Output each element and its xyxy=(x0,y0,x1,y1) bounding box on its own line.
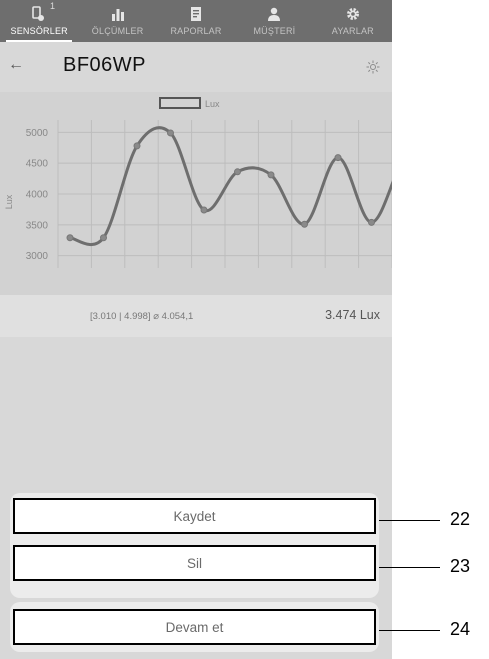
callout-number: 23 xyxy=(450,556,471,576)
page-title: BF06WP xyxy=(63,54,147,76)
callout-line xyxy=(379,567,440,568)
data-point xyxy=(100,234,107,242)
current-value: 3.474 Lux xyxy=(325,308,380,322)
data-point xyxy=(200,206,208,214)
legend-label: Lux xyxy=(205,99,220,109)
app-screen: 1 SENSÖRLER ÖLÇÜMLER RAPORLAR MÜŞTERİ xyxy=(0,0,392,659)
tab-label: AYARLAR xyxy=(331,26,374,36)
y-tick-label: 3000 xyxy=(26,251,49,262)
y-axis-label: Lux xyxy=(4,194,14,209)
continue-panel: Devam et xyxy=(10,602,379,652)
data-point xyxy=(66,234,74,242)
range-average-text: [3.010 | 4.998] ⌀ 4.054,1 xyxy=(90,311,194,322)
callout-number: 22 xyxy=(450,509,471,529)
tab-bar: 1 SENSÖRLER ÖLÇÜMLER RAPORLAR MÜŞTERİ xyxy=(0,0,392,42)
data-point xyxy=(167,129,174,137)
lux-chart: 5000 4500 4000 3500 3000 Lux Lux xyxy=(0,92,392,295)
tab-label: RAPORLAR xyxy=(170,26,222,36)
sun-icon[interactable] xyxy=(366,60,380,79)
delete-button[interactable]: Sil xyxy=(13,545,376,581)
legend-swatch xyxy=(159,97,201,109)
data-point xyxy=(301,220,308,228)
save-button[interactable]: Kaydet xyxy=(13,498,376,534)
y-tick-label: 4500 xyxy=(26,159,49,170)
y-tick-label: 3500 xyxy=(26,220,49,231)
lux-series-line xyxy=(69,126,392,247)
callout-line xyxy=(379,520,440,521)
callout-line xyxy=(379,630,440,631)
tab-settings[interactable]: AYARLAR xyxy=(314,0,392,42)
stats-bar: [3.010 | 4.998] ⌀ 4.054,1 3.474 Lux xyxy=(0,295,392,337)
data-point xyxy=(234,168,241,176)
y-tick-label: 4000 xyxy=(26,190,49,201)
callout-number: 24 xyxy=(450,619,471,639)
tab-customer[interactable]: MÜŞTERİ xyxy=(235,0,313,42)
report-icon xyxy=(185,4,207,24)
tab-label: SENSÖRLER xyxy=(10,26,68,36)
back-arrow-icon[interactable]: ← xyxy=(8,56,24,73)
tab-reports[interactable]: RAPORLAR xyxy=(157,0,235,42)
tab-label: ÖLÇÜMLER xyxy=(91,26,144,36)
data-point xyxy=(267,171,275,179)
sensor-count-badge: 1 xyxy=(50,1,56,11)
data-point xyxy=(334,154,342,162)
y-tick-label: 5000 xyxy=(26,128,49,139)
data-point xyxy=(133,142,141,150)
customer-icon xyxy=(263,4,285,24)
data-point xyxy=(368,218,375,226)
tab-sensors[interactable]: 1 SENSÖRLER xyxy=(0,0,78,42)
action-panel: Kaydet Sil xyxy=(10,493,379,598)
continue-button[interactable]: Devam et xyxy=(13,609,376,645)
bar-chart-icon xyxy=(107,4,129,24)
sensor-icon xyxy=(28,4,50,24)
tab-measurements[interactable]: ÖLÇÜMLER xyxy=(78,0,156,42)
tab-label: MÜŞTERİ xyxy=(253,26,296,36)
gear-icon xyxy=(342,4,364,24)
screen-header: ← BF06WP xyxy=(0,42,392,92)
